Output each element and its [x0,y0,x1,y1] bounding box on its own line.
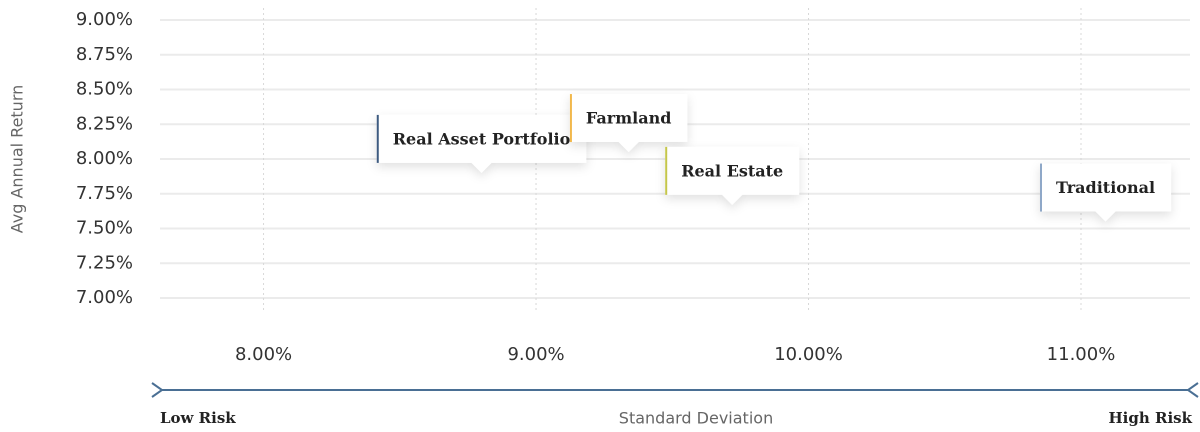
y-tick-label: 7.75% [76,183,133,204]
y-tick-label: 7.25% [76,252,133,273]
x-tick-label: 10.00% [774,344,843,365]
callout-box [1040,163,1172,222]
callout-label: Real Estate [681,161,783,180]
callout-label: Real Asset Portfolio [393,129,571,148]
callout-box [569,94,688,153]
y-tick-label: 7.00% [76,287,133,308]
callout-box [376,114,587,173]
high-risk-label: High Risk [1109,409,1193,427]
y-tick-label: 7.50% [76,218,133,239]
callout: Traditional [1040,163,1172,222]
y-tick-label: 8.00% [76,148,133,169]
y-tick-label: 8.25% [76,113,133,134]
x-tick-label: 11.00% [1047,344,1116,365]
x-axis-label: Standard Deviation [619,409,773,428]
y-tick-label: 8.75% [76,44,133,65]
callout: Farmland [569,94,688,153]
y-tick-label: 9.00% [76,9,133,30]
callout: Real Estate [665,146,800,205]
callout-box [665,146,800,205]
callout-label: Traditional [1056,178,1155,197]
callout-label: Farmland [586,109,671,128]
x-tick-label: 9.00% [507,344,564,365]
y-tick-label: 8.50% [76,79,133,100]
y-axis-label: Avg Annual Return [8,85,27,234]
low-risk-label: Low Risk [160,409,236,427]
x-tick-label: 8.00% [235,344,292,365]
callout: Real Asset Portfolio [376,114,587,173]
